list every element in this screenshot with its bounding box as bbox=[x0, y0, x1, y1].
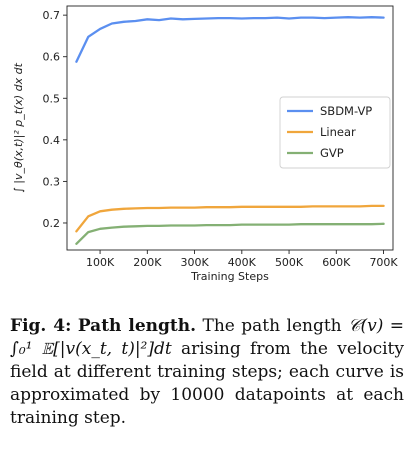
x-tick-label: 500K bbox=[275, 256, 304, 269]
figure-caption: Fig. 4: Path length. The path length 𝒞(v… bbox=[10, 315, 404, 430]
legend: SBDM-VP Linear GVP bbox=[279, 96, 391, 169]
x-tick-label: 100K bbox=[86, 256, 115, 269]
legend-label: SBDM-VP bbox=[320, 104, 372, 118]
caption-text-2: arising from the velocity field at diffe… bbox=[10, 339, 404, 428]
y-tick-label: 0.4 bbox=[43, 134, 61, 147]
figure-label: Fig. 4: bbox=[10, 316, 72, 336]
series-lines bbox=[75, 16, 385, 245]
y-tick-label: 0.5 bbox=[43, 92, 61, 105]
y-axis-label-text: ∫ |v_θ(x,t)|² p_t(x) dx dt bbox=[12, 62, 25, 193]
caption-title: Path length. bbox=[77, 316, 197, 336]
line-chart: 100K 200K 300K 400K 500K 600K 700K 0.2 0.3 0.4 0.5… bbox=[12, 5, 398, 283]
x-tick-label: 300K bbox=[180, 256, 209, 269]
caption-text-1: The path length bbox=[202, 316, 342, 336]
legend-label: Linear bbox=[320, 125, 356, 139]
x-axis-label: Training Steps bbox=[190, 270, 269, 283]
series-line-gvp bbox=[75, 222, 385, 245]
y-tick-label: 0.3 bbox=[43, 175, 61, 188]
legend-box bbox=[279, 96, 391, 169]
y-tick-label: 0.7 bbox=[43, 9, 61, 22]
plot-frame bbox=[66, 5, 394, 251]
x-tick-label: 700K bbox=[369, 256, 398, 269]
y-axis-label: ∫ |v_θ(x,t)|² p_t(x) dx dt bbox=[12, 62, 25, 193]
x-tick-label: 400K bbox=[228, 256, 257, 269]
axes: 100K 200K 300K 400K 500K 600K 700K 0.2 0.3 0.4 0.5… bbox=[43, 5, 398, 269]
x-tick-label: 600K bbox=[322, 256, 351, 269]
series-line-sbdm-vp bbox=[75, 16, 385, 63]
x-tick-label: 200K bbox=[133, 256, 162, 269]
caption-formula: 𝒞(v) = ∫₀¹ 𝔼[|v(x_t, t)|²]dt bbox=[10, 316, 405, 359]
series-line-linear bbox=[75, 204, 385, 233]
y-tick-label: 0.6 bbox=[43, 51, 61, 64]
legend-label: GVP bbox=[320, 146, 344, 160]
y-tick-label: 0.2 bbox=[43, 217, 61, 230]
